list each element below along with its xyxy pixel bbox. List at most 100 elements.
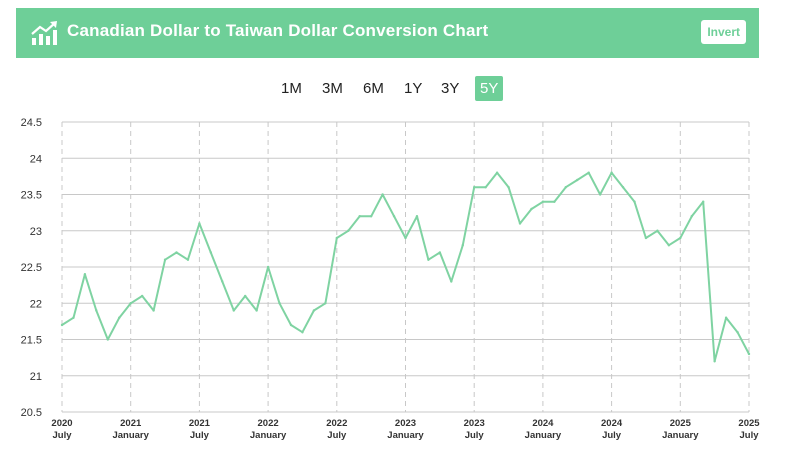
rate-data-point (610, 171, 613, 174)
rate-data-point (118, 316, 121, 319)
rate-data-point (152, 309, 155, 312)
y-tick-label: 24.5 (21, 117, 42, 129)
rate-data-point (724, 316, 728, 319)
x-tick-year: 2021 (189, 418, 211, 429)
y-tick-label: 20.5 (21, 407, 42, 419)
y-tick-label: 21.5 (21, 335, 42, 347)
rate-data-point (702, 200, 705, 203)
rate-data-point (530, 207, 533, 211)
rate-data-point (461, 244, 464, 247)
rate-data-point (633, 200, 636, 203)
x-tick-year: 2025 (738, 418, 760, 429)
rate-data-point (244, 294, 247, 298)
x-tick-year: 2022 (258, 418, 279, 429)
x-tick-month: July (602, 430, 622, 441)
rate-data-point (106, 338, 110, 341)
tab-1m[interactable]: 1M (281, 80, 302, 97)
rate-data-point (72, 316, 75, 319)
y-tick-label: 21 (30, 371, 42, 383)
rate-data-point (656, 229, 659, 232)
rate-data-point (564, 186, 567, 189)
x-tick-month: July (327, 430, 347, 441)
rate-data-point (473, 186, 476, 189)
rate-data-point (163, 258, 167, 261)
rate-data-point (598, 193, 602, 196)
x-tick-year: 2020 (51, 418, 72, 429)
rate-data-point (644, 236, 648, 240)
page-title: Canadian Dollar to Taiwan Dollar Convers… (67, 21, 489, 40)
rate-data-point (289, 323, 293, 327)
tab-6m[interactable]: 6M (363, 80, 384, 97)
rate-data-point (301, 331, 304, 334)
rate-data-point (553, 200, 556, 203)
rate-data-point (415, 215, 419, 218)
rate-data-point (60, 323, 64, 327)
rate-data-point (713, 360, 716, 363)
x-tick-year: 2024 (532, 418, 554, 429)
rate-data-point (587, 171, 590, 174)
rate-data-point (404, 236, 407, 240)
tab-3y[interactable]: 3Y (441, 80, 460, 97)
rate-data-point (507, 186, 510, 189)
rate-data-point (221, 280, 224, 283)
y-tick-label: 23.5 (21, 190, 42, 202)
rate-data-point (140, 294, 144, 298)
rate-data-point (129, 302, 132, 305)
rate-data-point (667, 244, 671, 247)
x-tick-month: July (52, 430, 72, 441)
rate-data-point (541, 200, 545, 203)
rate-data-point (312, 309, 316, 312)
rate-data-point (369, 215, 373, 218)
rate-data-point (324, 302, 327, 305)
rate-data-point (255, 309, 258, 312)
rate-data-point (95, 309, 98, 312)
x-tick-month: July (465, 430, 485, 441)
rate-data-point (186, 258, 190, 261)
x-tick-month: January (250, 430, 287, 441)
tab-5y[interactable]: 5Y (475, 76, 504, 101)
rate-data-point (232, 309, 235, 312)
x-tick-year: 2021 (120, 418, 142, 429)
rate-data-point (83, 273, 87, 276)
x-tick-year: 2023 (464, 418, 485, 429)
x-tick-year: 2025 (670, 418, 692, 429)
invert-button[interactable]: Invert (701, 20, 746, 44)
y-tick-label: 22.5 (21, 262, 42, 274)
rate-data-point (576, 178, 579, 182)
rate-data-point (266, 265, 270, 269)
rate-data-point (736, 331, 739, 334)
rate-data-point (392, 215, 396, 218)
rate-data-point (209, 251, 213, 254)
x-tick-month: January (112, 430, 149, 441)
rate-data-point (518, 222, 522, 225)
chart-header: Canadian Dollar to Taiwan Dollar Convers… (16, 8, 759, 58)
rate-data-point (747, 352, 751, 356)
rate-data-point (347, 229, 350, 232)
rate-data-point (484, 186, 487, 189)
trending-up-chart-icon (31, 21, 57, 45)
rate-data-point (621, 186, 625, 189)
y-tick-label: 24 (30, 153, 42, 165)
rate-data-point (175, 251, 178, 254)
conversion-line-chart: 20.52121.52222.52323.52424.52020July2021… (21, 117, 761, 441)
rate-data-point (438, 251, 442, 254)
rate-data-point (278, 302, 281, 305)
x-tick-month: July (739, 430, 759, 441)
rate-data-point (450, 280, 453, 283)
tab-3m[interactable]: 3M (322, 80, 343, 97)
rate-data-point (427, 258, 430, 261)
rate-data-point (495, 171, 499, 174)
y-tick-label: 23 (30, 226, 42, 238)
x-tick-year: 2023 (395, 418, 416, 429)
x-tick-month: January (662, 430, 699, 441)
y-tick-label: 22 (30, 298, 42, 310)
rate-data-point (335, 236, 338, 240)
x-tick-year: 2024 (601, 418, 623, 429)
x-tick-month: January (525, 430, 562, 441)
rate-data-point (690, 215, 693, 218)
x-tick-year: 2022 (326, 418, 347, 429)
rate-data-point (198, 222, 201, 225)
rate-data-point (679, 236, 682, 240)
tab-1y[interactable]: 1Y (404, 80, 423, 97)
x-tick-month: July (190, 430, 210, 441)
